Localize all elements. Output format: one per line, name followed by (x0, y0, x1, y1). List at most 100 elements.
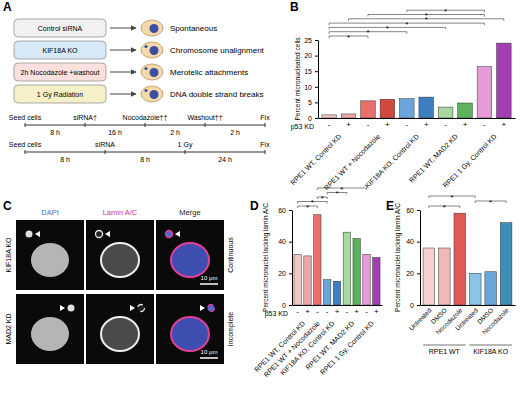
panel-letter: A (3, 0, 12, 14)
bar (373, 258, 380, 306)
timeline-interval: 8 h (60, 156, 70, 163)
treatment-label: Control siRNA (38, 25, 83, 32)
x-axis: -+--+-+-+ (293, 305, 383, 316)
y-tick: 20 (304, 52, 318, 59)
bar (454, 213, 466, 305)
y-axis-title: Percent micronucleated cells (294, 37, 301, 121)
arrowhead-pointer (200, 305, 205, 311)
bar (380, 99, 395, 118)
bar (477, 67, 492, 118)
group-line (423, 345, 465, 346)
y-tick-mark (417, 210, 420, 211)
x-tick-label: Nocodazole (481, 306, 510, 335)
y-tick-mark (289, 242, 292, 243)
timeline-tick (185, 150, 186, 154)
x-tick-label: + (305, 307, 310, 316)
nucleus (101, 243, 139, 277)
y-tick: 20 (406, 270, 420, 277)
timeline-interval: 8 h (140, 156, 150, 163)
x-tick: + (305, 305, 310, 316)
treatment-label: 2h Nocodazole +washout (21, 69, 100, 76)
bar (438, 107, 453, 118)
x-tick: + (335, 305, 340, 316)
nucleus (171, 317, 209, 351)
significance-star: * (347, 33, 350, 42)
x-tick-label: - (326, 307, 329, 316)
x-tick: - (328, 118, 331, 129)
y-axis: 0204060 (278, 207, 292, 309)
y-tick: 25 (304, 37, 318, 44)
outcome-label: DNA double strand breaks (170, 90, 263, 99)
timeline-tick (265, 150, 266, 154)
y-tick-mark (315, 118, 318, 119)
bar (423, 248, 435, 305)
y-tick-mark (417, 305, 420, 306)
significance-star: * (425, 11, 428, 20)
x-tick-label: - (367, 120, 370, 129)
x-tick-label: + (346, 120, 351, 129)
micronucleus (208, 305, 215, 312)
y-tick-mark (315, 102, 318, 103)
column-header: Lamin A/C (103, 208, 138, 217)
bar (323, 280, 330, 305)
y-tick: 40 (406, 238, 420, 245)
x-axis-title: p53 KD (265, 310, 288, 318)
x-tick-label: - (405, 120, 408, 129)
timeline-interval: 8 h (50, 129, 60, 136)
group-label: RPE1 1 Gy, Control KD (319, 320, 376, 377)
y-tick-label: 0 (410, 302, 414, 309)
micrograph (156, 294, 224, 364)
outcome-label: Spontaneous (170, 24, 217, 33)
treatment-box (14, 19, 106, 37)
timeline-tick (265, 123, 266, 127)
group-label: RPE1 WT + Nocodazole (262, 320, 321, 379)
significance-star: * (489, 198, 492, 207)
x-tick: + (354, 305, 359, 316)
nucleus (101, 317, 139, 351)
timeline-event: Seed cells (9, 114, 42, 121)
y-tick: 0 (282, 302, 292, 309)
scale-bar-label: 10 μm (201, 275, 218, 281)
scale-bar (200, 283, 218, 285)
timeline-event: Nocodazole†† (123, 114, 168, 121)
y-tick-mark (315, 40, 318, 41)
group-label: KIF18A KO (473, 348, 509, 355)
y-axis-line (318, 41, 319, 119)
x-tick-label: + (335, 307, 340, 316)
micronucleus (96, 231, 103, 238)
y-axis-line (420, 211, 421, 306)
x-tick: Untreated (407, 305, 432, 332)
bar (314, 215, 321, 305)
timeline-interval: 24 h (218, 156, 232, 163)
significance-star: * (443, 203, 446, 212)
x-tick-label: + (374, 307, 379, 316)
y-axis-title: Percent micronuclei lacking lamin A/C (394, 203, 402, 312)
cell-icon (141, 42, 163, 58)
bar (294, 254, 301, 305)
y-tick-label: 40 (406, 238, 414, 245)
y-axis: 0510152025 (304, 37, 318, 122)
y-tick-label: 60 (278, 207, 286, 214)
y-tick-mark (417, 242, 420, 243)
x-tick: - (483, 118, 486, 129)
micronucleus-icon (144, 89, 147, 92)
timeline-tick (105, 150, 106, 154)
bar (419, 97, 434, 118)
bar (497, 43, 512, 118)
bar (500, 223, 512, 305)
arrow (110, 94, 136, 95)
micrograph (156, 220, 224, 290)
timeline-interval: 2 h (230, 129, 240, 136)
significance-star: * (444, 7, 447, 16)
timeline-tick (25, 150, 26, 154)
timeline-event: siRNA† (73, 114, 97, 121)
timeline-interval: 16 h (108, 129, 122, 136)
x-tick-label: - (346, 307, 349, 316)
bar (343, 232, 350, 305)
x-tick-label: - (483, 120, 486, 129)
nucleus (31, 317, 69, 351)
scale-bar (200, 357, 218, 359)
bars (294, 215, 380, 305)
group-line (469, 345, 511, 346)
timeline-tick (145, 123, 146, 127)
